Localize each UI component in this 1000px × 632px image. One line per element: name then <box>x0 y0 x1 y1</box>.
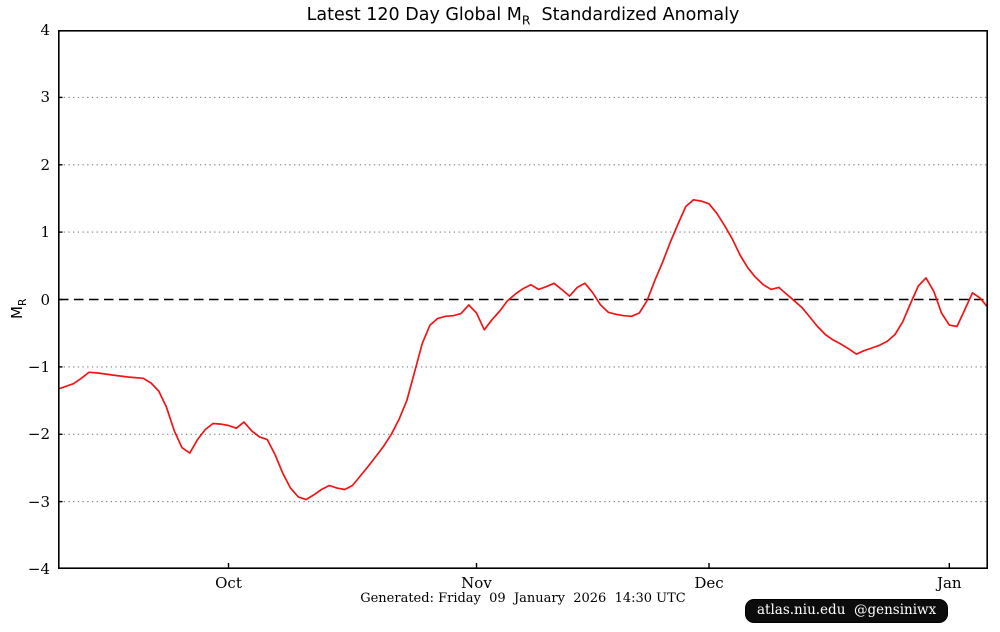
x-tick-label: Oct <box>215 574 242 592</box>
chart-title-suffix: Standardized Anomaly <box>530 5 740 25</box>
generated-timestamp: Generated: Friday 09 January 2026 14:30 … <box>360 591 686 606</box>
y-tick-label: 0 <box>40 290 50 309</box>
y-tick-label: 1 <box>40 223 50 242</box>
plot-area <box>58 30 988 569</box>
chart-title-subscript: R <box>521 13 531 28</box>
y-tick-label: −4 <box>27 560 50 578</box>
credit-badge: atlas.niu.edu @gensiniwx <box>745 599 949 623</box>
y-tick-label: −1 <box>27 357 50 376</box>
anomaly-line <box>58 198 988 501</box>
y-tick-label: 2 <box>40 155 50 174</box>
x-tick-label: Dec <box>694 574 724 592</box>
plot-frame <box>58 30 988 569</box>
y-tick-label: −2 <box>27 425 50 444</box>
y-tick-label: −3 <box>27 492 50 511</box>
y-tick-label: 4 <box>40 21 50 39</box>
y-tick-label: 3 <box>40 88 50 107</box>
chart-title: Latest 120 Day Global MR Standardized An… <box>58 5 988 28</box>
chart-title-prefix: Latest 120 Day Global M <box>306 5 522 25</box>
x-tick-label: Nov <box>461 574 492 592</box>
x-tick-label: Jan <box>936 574 962 592</box>
